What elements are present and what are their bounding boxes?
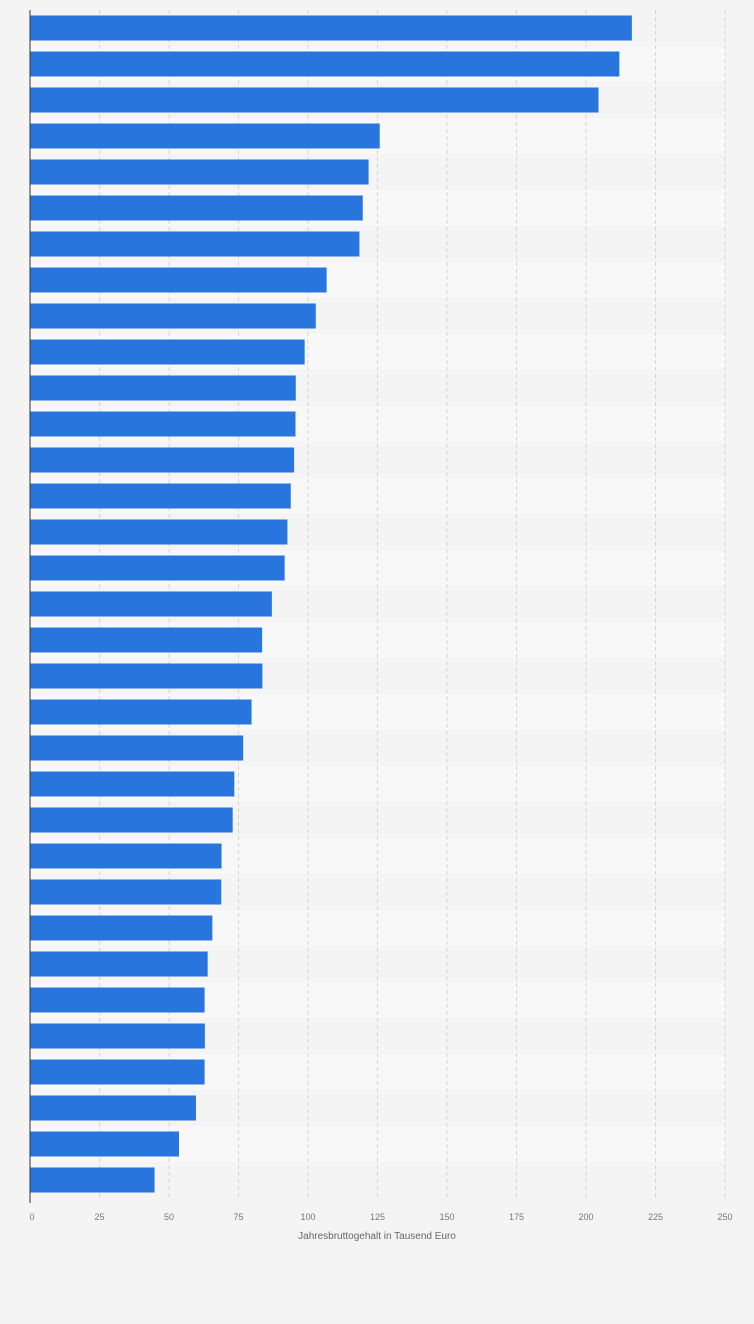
x-tick-label: 200 bbox=[578, 1212, 593, 1222]
bar bbox=[30, 591, 272, 617]
bar bbox=[30, 1023, 205, 1049]
bar bbox=[30, 483, 291, 509]
bar bbox=[30, 735, 244, 761]
bar bbox=[30, 339, 305, 365]
x-tick-label: 50 bbox=[164, 1212, 174, 1222]
x-tick-label: 150 bbox=[439, 1212, 454, 1222]
bar bbox=[30, 1095, 196, 1121]
x-tick-label: 100 bbox=[300, 1212, 315, 1222]
bar bbox=[30, 771, 235, 797]
bar bbox=[30, 627, 263, 653]
bar bbox=[30, 555, 285, 581]
x-tick-label: 125 bbox=[370, 1212, 385, 1222]
bar bbox=[30, 1131, 180, 1157]
bar bbox=[30, 519, 288, 545]
bar bbox=[30, 303, 316, 329]
bar bbox=[30, 87, 599, 113]
x-axis-label: Jahresbruttogehalt in Tausend Euro bbox=[298, 1231, 456, 1242]
bar bbox=[30, 195, 363, 221]
bar bbox=[30, 375, 296, 401]
bar bbox=[30, 51, 620, 77]
bar bbox=[30, 915, 213, 941]
x-tick-label: 0 bbox=[29, 1212, 34, 1222]
x-tick-label: 75 bbox=[233, 1212, 243, 1222]
x-tick-label: 175 bbox=[509, 1212, 524, 1222]
bar bbox=[30, 411, 296, 437]
bar bbox=[30, 1167, 155, 1193]
bar bbox=[30, 807, 233, 833]
x-tick-label: 250 bbox=[717, 1212, 732, 1222]
bar bbox=[30, 231, 360, 257]
bars bbox=[30, 15, 632, 1193]
x-tick-label: 225 bbox=[648, 1212, 663, 1222]
bar bbox=[30, 447, 295, 473]
bar bbox=[30, 267, 327, 293]
bar bbox=[30, 1059, 205, 1085]
bar bbox=[30, 15, 632, 41]
bar bbox=[30, 699, 252, 725]
x-tick-labels: 0 25 50 75 100 125 150 175 200 225 250 bbox=[29, 1212, 732, 1222]
bar bbox=[30, 951, 208, 977]
x-tick-label: 25 bbox=[94, 1212, 104, 1222]
bar bbox=[30, 663, 263, 689]
bar bbox=[30, 879, 222, 905]
bar bbox=[30, 843, 222, 869]
bar bbox=[30, 987, 205, 1013]
bar bbox=[30, 159, 369, 185]
bar bbox=[30, 123, 380, 149]
